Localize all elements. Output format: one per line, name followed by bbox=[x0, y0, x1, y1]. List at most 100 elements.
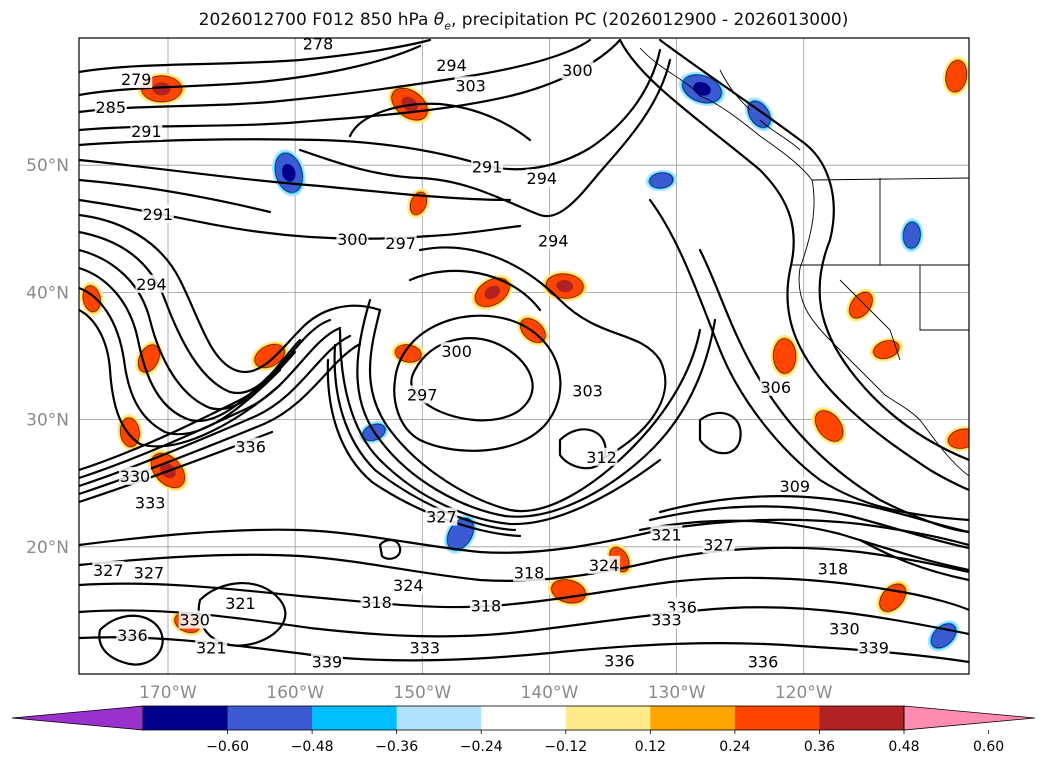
lat-tick-label: 20°N bbox=[26, 538, 69, 558]
contour-label-bg bbox=[302, 38, 335, 53]
contour-label-text: 297 bbox=[407, 385, 438, 404]
contour-label: 303 bbox=[454, 76, 487, 95]
contour-label-bg bbox=[469, 596, 502, 615]
contour-label-bg bbox=[603, 651, 636, 670]
precip-positive-area bbox=[846, 288, 876, 322]
contour-label-bg bbox=[130, 122, 163, 141]
contour-label-text: 324 bbox=[393, 576, 424, 595]
contour-label: 321 bbox=[650, 525, 683, 544]
colorbar-tick-label: −0.60 bbox=[206, 739, 249, 755]
contour-label-bg bbox=[435, 55, 468, 74]
chart-title: 2026012700 F012 850 hPa θe, precipitatio… bbox=[198, 10, 849, 33]
precip-level-3 bbox=[773, 338, 797, 374]
contour-label-bg bbox=[425, 507, 458, 526]
contour-label: 318 bbox=[360, 592, 393, 612]
contour-label: 327 bbox=[425, 507, 458, 527]
precip-level-3 bbox=[873, 340, 900, 359]
contour-label-text: 336 bbox=[604, 651, 635, 670]
contour-label: 318 bbox=[469, 596, 502, 616]
colorbar-segment bbox=[481, 706, 567, 730]
contour-label: 297 bbox=[384, 234, 417, 253]
precip-positive-area bbox=[770, 334, 799, 378]
contour-label-text: 300 bbox=[337, 230, 368, 249]
contour-label: 324 bbox=[392, 576, 425, 595]
contour-label-text: 330 bbox=[829, 619, 860, 638]
contour-label-bg bbox=[537, 231, 570, 250]
precip-positive-area bbox=[944, 425, 969, 452]
lat-tick-label: 30°N bbox=[26, 411, 69, 431]
contour-label-text: 294 bbox=[538, 232, 569, 251]
precip-positive-area bbox=[942, 56, 969, 96]
contour-label-text: 336 bbox=[748, 653, 779, 672]
contour-label: 333 bbox=[650, 610, 683, 630]
contour-label-bg bbox=[120, 69, 153, 88]
contour-label-bg bbox=[116, 625, 149, 644]
precip-level-3 bbox=[948, 428, 969, 449]
lon-tick-label: 130°W bbox=[648, 683, 706, 703]
contour-label-text: 330 bbox=[120, 467, 151, 486]
contour-label-text: 306 bbox=[760, 378, 791, 397]
colorbar-segment bbox=[734, 706, 820, 730]
precip-level-3 bbox=[815, 410, 844, 442]
contour-label-bg bbox=[141, 204, 174, 223]
contour-label-text: 278 bbox=[303, 34, 334, 53]
contour-label: 312 bbox=[585, 447, 618, 467]
contour-label: 336 bbox=[116, 625, 149, 645]
contour-label-bg bbox=[471, 157, 504, 176]
contour-label-text: 321 bbox=[225, 594, 256, 613]
contour-label-text: 321 bbox=[196, 639, 227, 658]
contour-label-text: 312 bbox=[586, 448, 617, 467]
contour-label-text: 324 bbox=[589, 556, 620, 575]
precip-positive-area bbox=[869, 337, 903, 362]
lat-tick-label: 50°N bbox=[26, 156, 69, 176]
contour-label-text: 294 bbox=[136, 275, 167, 294]
contour-label-bg bbox=[588, 555, 621, 574]
contour-label: 279 bbox=[120, 69, 153, 89]
contour-label: 327 bbox=[702, 535, 735, 555]
contour-label: 327 bbox=[132, 563, 165, 583]
precip-level-3 bbox=[409, 191, 427, 215]
contour-label-text: 294 bbox=[527, 169, 558, 188]
precip-negative-area bbox=[645, 169, 677, 192]
contour-label-bg bbox=[392, 576, 425, 595]
contour-label-bg bbox=[440, 342, 473, 361]
contour-label-text: 303 bbox=[572, 382, 603, 401]
contour-label-text: 318 bbox=[471, 597, 502, 616]
contour-label: 294 bbox=[435, 55, 468, 75]
contour-label-bg bbox=[94, 97, 127, 116]
contour-label-text: 333 bbox=[651, 611, 682, 630]
contour-label: 321 bbox=[195, 638, 228, 658]
coastlines bbox=[639, 47, 969, 477]
contour-label-text: 327 bbox=[93, 561, 124, 580]
lon-tick-label: 160°W bbox=[266, 683, 324, 703]
precip-level-3 bbox=[849, 291, 873, 319]
contour-label-bg bbox=[561, 61, 594, 80]
contour-label-bg bbox=[234, 437, 267, 456]
contour-label-text: 279 bbox=[121, 70, 152, 89]
contour-label-bg bbox=[336, 230, 369, 249]
colorbar-segment bbox=[396, 706, 482, 730]
contour-label-bg bbox=[135, 274, 168, 293]
contour-label-bg bbox=[778, 477, 811, 496]
contour-label-bg bbox=[132, 563, 165, 582]
contour-label: 330 bbox=[828, 619, 861, 638]
contour-label: 318 bbox=[513, 563, 546, 583]
colorbar-tick-label: −0.36 bbox=[375, 739, 418, 755]
precip-level-4 bbox=[484, 285, 501, 300]
lon-tick-label: 170°W bbox=[139, 683, 197, 703]
contour-label: 303 bbox=[571, 381, 604, 401]
contour-label-bg bbox=[525, 169, 558, 188]
theta-e-contours bbox=[79, 38, 969, 666]
colorbar-tick-label: −0.12 bbox=[544, 739, 587, 755]
latitude-labels: 50°N 40°N 30°N 20°N bbox=[26, 156, 69, 558]
contour-label-text: 333 bbox=[135, 494, 166, 513]
contour-label-bg bbox=[828, 619, 861, 638]
contour-label: 300 bbox=[561, 61, 594, 80]
lat-tick-label: 40°N bbox=[26, 283, 69, 303]
contour-label: 324 bbox=[588, 555, 621, 575]
contour-label-text: 327 bbox=[703, 536, 734, 555]
contour-label-bg bbox=[857, 638, 890, 657]
contour-label-text: 318 bbox=[818, 560, 849, 579]
colorbar-tick-label: 0.12 bbox=[635, 739, 666, 755]
contour-label-bg bbox=[650, 525, 683, 544]
